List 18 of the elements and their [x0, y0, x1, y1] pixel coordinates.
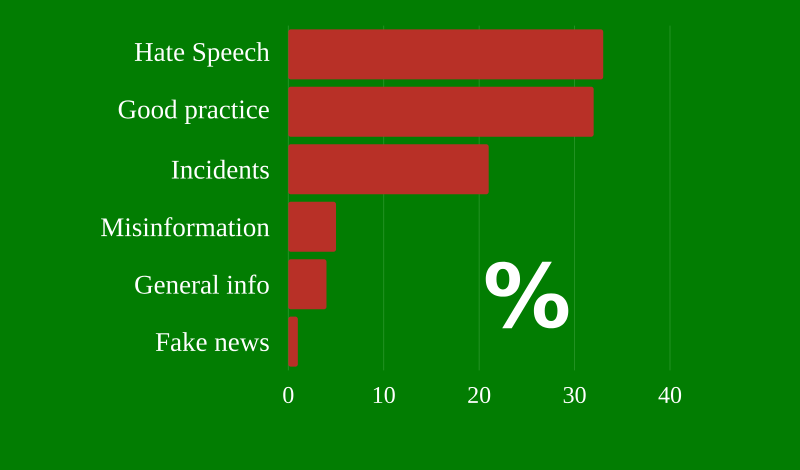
x-tick-label: 20 — [468, 386, 490, 404]
bar — [288, 29, 604, 80]
annotation: % — [486, 262, 568, 328]
y-tick-label: Hate Speech — [134, 42, 270, 67]
y-tick-label: Incidents — [172, 160, 269, 179]
bar — [288, 202, 336, 252]
bar — [288, 316, 298, 367]
x-tick-label: 30 — [564, 386, 586, 404]
bar — [288, 86, 594, 137]
x-tick-label: 40 — [658, 386, 682, 404]
y-tick-label: Good practice — [118, 100, 269, 124]
y-tick-label: General info — [135, 274, 269, 294]
x-tick-label: 0 — [283, 386, 294, 404]
x-tick-label: 10 — [374, 386, 395, 404]
y-tick-label: Fake news — [156, 332, 269, 352]
bar — [288, 259, 326, 310]
bar — [288, 144, 489, 194]
y-tick-label: Misinformation — [101, 217, 270, 236]
